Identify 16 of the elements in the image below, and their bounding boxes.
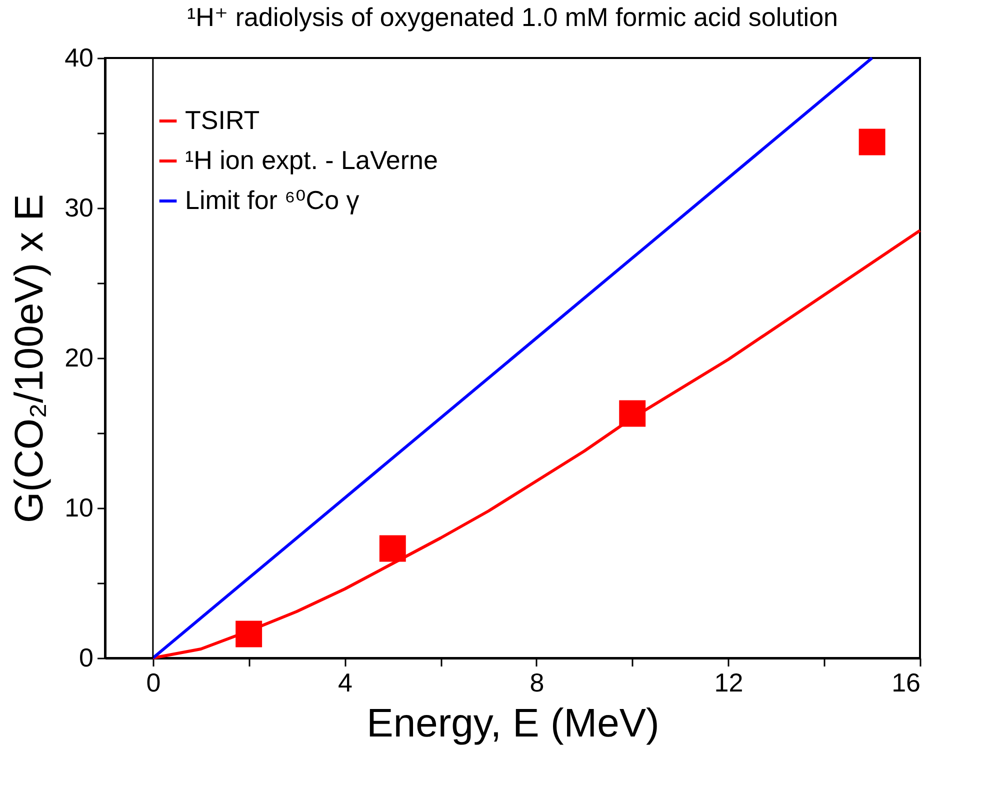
y-axis-title: G(CO₂/100eV) x E xyxy=(8,194,52,523)
y-tick-label: 10 xyxy=(64,492,94,522)
legend-label: Limit for ⁶⁰Co γ xyxy=(185,185,360,215)
y-tick-label: 20 xyxy=(64,342,94,372)
y-tick-label: 40 xyxy=(64,42,94,72)
x-tick-label: 4 xyxy=(338,668,352,698)
y-tick-label: 0 xyxy=(79,642,94,672)
x-tick-label: 16 xyxy=(892,668,920,698)
x-axis-title: Energy, E (MeV) xyxy=(366,702,660,746)
x-tick-label: 0 xyxy=(146,668,161,698)
y-tick-label: 30 xyxy=(64,192,94,222)
legend-label: ¹H ion expt. - LaVerne xyxy=(185,145,438,175)
chart-title: ¹H⁺ radiolysis of oxygenated 1.0 mM formic acid solution xyxy=(187,2,838,32)
x-tick-label: 8 xyxy=(530,668,544,698)
legend-label: TSIRT xyxy=(185,105,260,135)
x-tick-label: 12 xyxy=(714,668,744,698)
